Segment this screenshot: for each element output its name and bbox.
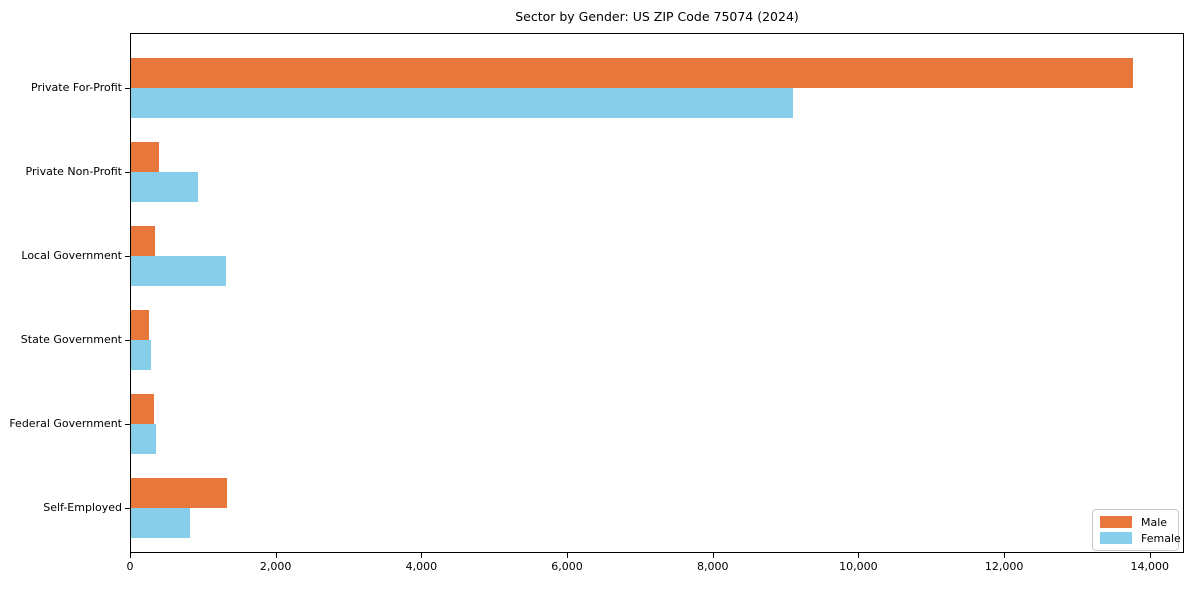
y-tick-mark-federal-government [125, 424, 130, 425]
bar-male-state-government [131, 309, 150, 340]
bar-female-local-government [131, 255, 226, 286]
bar-female-self-employed [131, 507, 190, 538]
x-tick-label-4000: 4,000 [405, 560, 438, 573]
bar-female-federal-government [131, 423, 157, 454]
y-tick-mark-local-government [125, 256, 130, 257]
bar-male-private-non-profit [131, 141, 159, 172]
chart-title: Sector by Gender: US ZIP Code 75074 (202… [515, 9, 799, 24]
legend-swatch-female [1100, 532, 1132, 544]
x-tick-mark-0 [130, 553, 131, 558]
x-tick-mark-4000 [421, 553, 423, 558]
y-tick-mark-private-for-profit [125, 88, 130, 89]
x-tick-label-6000: 6,000 [551, 560, 583, 573]
x-tick-mark-2000 [275, 553, 277, 558]
bar-male-self-employed [131, 477, 227, 508]
bar-male-federal-government [131, 393, 154, 424]
x-tick-mark-8000 [712, 553, 714, 558]
legend-entry-male: Male [1100, 515, 1171, 529]
legend: Male Female [1092, 509, 1181, 551]
x-tick-label-10000: 10,000 [839, 560, 878, 573]
y-tick-label-federal-government: Federal Government [9, 417, 122, 430]
x-tick-mark-6000 [567, 553, 569, 558]
bar-female-private-non-profit [131, 171, 198, 202]
y-tick-mark-self-employed [125, 508, 130, 509]
bar-female-state-government [131, 339, 151, 370]
y-tick-mark-private-non-profit [125, 172, 130, 173]
legend-entry-female: Female [1100, 531, 1181, 545]
y-tick-label-local-government: Local Government [21, 249, 122, 262]
y-tick-label-state-government: State Government [20, 333, 122, 346]
x-tick-label-14000: 14,000 [1130, 560, 1170, 573]
y-tick-label-private-for-profit: Private For-Profit [31, 81, 122, 94]
bar-male-private-for-profit [131, 57, 1133, 88]
x-tick-mark-10000 [858, 553, 860, 558]
x-tick-mark-12000 [1004, 553, 1006, 558]
legend-swatch-male [1100, 516, 1132, 528]
legend-label-male: Male [1141, 515, 1168, 529]
y-tick-label-self-employed: Self-Employed [43, 501, 122, 514]
y-tick-label-private-non-profit: Private Non-Profit [25, 165, 122, 178]
x-tick-label-12000: 12,000 [984, 560, 1024, 573]
bar-female-private-for-profit [131, 87, 794, 118]
y-tick-mark-state-government [125, 340, 130, 341]
x-tick-mark-14000 [1149, 553, 1151, 558]
plot-area [130, 33, 1184, 553]
x-tick-label-2000: 2,000 [259, 560, 292, 573]
bar-male-local-government [131, 225, 155, 256]
legend-label-female: Female [1141, 531, 1181, 545]
x-tick-label-0: 0 [126, 560, 134, 573]
x-tick-label-8000: 8,000 [696, 560, 729, 573]
